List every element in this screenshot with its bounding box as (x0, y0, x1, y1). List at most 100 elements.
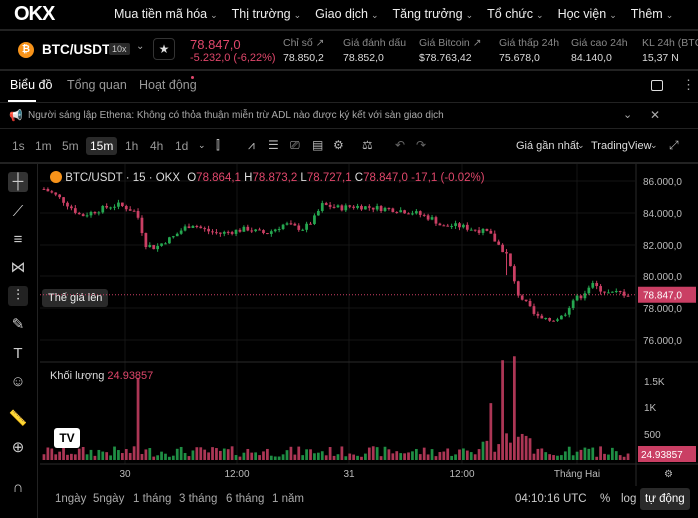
auto-scale-toggle[interactable]: tự động (640, 488, 690, 510)
volume-bar (113, 446, 116, 460)
volume-bar (469, 452, 473, 460)
nav-item-label: Mua tiền mã hóa (114, 7, 208, 21)
axis-settings-icon[interactable]: ⚙ (664, 469, 673, 480)
volume-bar (360, 456, 363, 460)
timeframe-15m[interactable]: 15m (86, 137, 118, 155)
clock-time[interactable]: 04:10:16 UTC (515, 493, 587, 505)
volume-bar (367, 447, 371, 460)
candle (258, 229, 261, 231)
candle (618, 291, 622, 293)
nav-item[interactable]: Thêm ⌄ (631, 7, 674, 21)
nav-item[interactable]: Tổ chức ⌄ (487, 7, 543, 21)
timeframe-1m[interactable]: 1m (35, 139, 52, 153)
price-chart[interactable]: 86.000,0 84.000,0 82.000,0 80.000,0 78.000,0… (40, 164, 698, 486)
volume-bar (62, 446, 65, 460)
alert-icon[interactable]: ⎚ (290, 138, 300, 152)
horizontal-lines-icon[interactable]: ≡ (13, 231, 23, 248)
more-icon[interactable]: ⋮ (682, 77, 695, 92)
crosshair-icon[interactable]: ┼ (8, 172, 28, 192)
announcement-text[interactable]: Người sáng lập Ethena: Không có thỏa thu… (28, 110, 444, 121)
timeframe-1d[interactable]: 1d (175, 139, 189, 153)
price-source-select[interactable]: Giá gần nhất (516, 140, 579, 152)
list-icon[interactable]: ☰ (268, 138, 279, 152)
pair-selector[interactable]: BTC/USDT (42, 42, 111, 57)
indicators-icon[interactable]: ⩘ (248, 138, 255, 152)
chevron-down-icon[interactable]: ⌄ (577, 140, 585, 150)
gear-icon[interactable]: ⚙ (333, 138, 344, 152)
chevron-down-icon[interactable]: ⌄ (198, 140, 206, 150)
chevron-down-icon: ⌄ (536, 10, 544, 20)
candle (332, 206, 336, 208)
nav-item[interactable]: Tăng trưởng ⌄ (393, 7, 474, 21)
volume-bar (179, 446, 183, 460)
okx-logo[interactable]: OKX (14, 2, 55, 25)
timeframe-1h[interactable]: 1h (125, 139, 139, 153)
volume-label: Khối lượng (50, 370, 105, 382)
magnet-icon[interactable]: ∩ (12, 479, 24, 496)
timeframe-5m[interactable]: 5m (62, 139, 79, 153)
range-button[interactable]: 5ngày (93, 493, 125, 505)
chevron-down-icon[interactable]: ⌄ (650, 140, 658, 150)
announcement-bar[interactable]: 📢 Người sáng lập Ethena: Không có thỏa t… (0, 104, 698, 128)
zoom-in-icon[interactable]: ⊕ (11, 439, 25, 456)
favorite-star-icon[interactable]: ★ (153, 38, 175, 60)
trendline-icon[interactable]: ⟋ (12, 203, 24, 220)
redo-icon[interactable]: ↷ (416, 138, 427, 152)
brush-icon[interactable]: ✎ (11, 316, 25, 333)
range-button[interactable]: 1 tháng (133, 493, 172, 505)
candle (450, 225, 454, 227)
range-button[interactable]: 1 năm (272, 493, 304, 505)
nav-item[interactable]: Giao dịch ⌄ (315, 7, 378, 21)
legend-close: 78.847,0 (363, 172, 408, 184)
timeframe-1s[interactable]: 1s (12, 139, 25, 153)
candle-type-icon[interactable]: ⫿ (216, 138, 220, 152)
volume-bar (364, 453, 367, 460)
range-button[interactable]: 6 tháng (226, 493, 265, 505)
legend-open: 78.864,1 (196, 172, 241, 184)
fullscreen-icon[interactable]: ⤢ (669, 138, 679, 152)
pattern-icon[interactable]: ⋈ (10, 259, 26, 276)
volume-bar (269, 455, 273, 460)
volume-bar (230, 446, 234, 460)
volume-bar (89, 449, 93, 460)
nav-item[interactable]: Mua tiền mã hóa ⌄ (114, 7, 218, 21)
log-toggle[interactable]: log (621, 493, 637, 505)
chevron-down-icon[interactable]: ⌄ (623, 109, 633, 121)
candle (164, 243, 167, 245)
close-icon[interactable]: ✕ (650, 108, 661, 122)
candle (316, 210, 320, 216)
window-icon[interactable] (651, 80, 663, 91)
volume-bar (626, 453, 630, 460)
projection-icon[interactable]: ⫶ (8, 286, 28, 306)
tab-activity[interactable]: Hoạt động (139, 78, 197, 92)
volume-bar (407, 452, 410, 460)
tab-chart[interactable]: Biểu đồ (10, 78, 53, 92)
range-button[interactable]: 1ngày (55, 493, 87, 505)
legend-high: 78.873,2 (252, 172, 298, 184)
undo-icon[interactable]: ↶ (395, 138, 406, 152)
candle (344, 205, 348, 211)
nav-item[interactable]: Học viện ⌄ (558, 7, 617, 21)
calendar-icon[interactable]: ▤ (312, 138, 324, 152)
volume-bar (583, 447, 587, 460)
text-icon[interactable]: T (13, 345, 23, 362)
ruler-icon[interactable]: 📏 (8, 410, 28, 427)
tab-overview[interactable]: Tổng quan (67, 78, 127, 92)
time-tick: 30 (119, 469, 131, 480)
volume-bar (156, 455, 160, 460)
chevron-down-icon[interactable]: ⌄ (136, 41, 145, 52)
nav-item[interactable]: Thị trường ⌄ (232, 7, 302, 21)
chart-toolbar: 1s 1m 5m 15m 1h 4h 1d ⌄ ⫿ ⩘ ☰ ⎚ ▤ ⚙ ⚖ ↶ ↷ Giá … (0, 133, 698, 161)
candle (109, 207, 112, 209)
percent-toggle[interactable]: % (600, 493, 611, 505)
range-button[interactable]: 3 tháng (179, 493, 218, 505)
candle (610, 291, 614, 293)
volume-bar (563, 451, 567, 460)
candle (168, 237, 171, 244)
chart-type-select[interactable]: TradingView (591, 140, 652, 152)
emoji-icon[interactable]: ☺ (10, 373, 26, 390)
volume-bar (387, 449, 391, 460)
compare-icon[interactable]: ⚖ (362, 138, 373, 152)
timeframe-4h[interactable]: 4h (150, 139, 164, 153)
tradingview-logo[interactable]: TV (54, 428, 80, 448)
